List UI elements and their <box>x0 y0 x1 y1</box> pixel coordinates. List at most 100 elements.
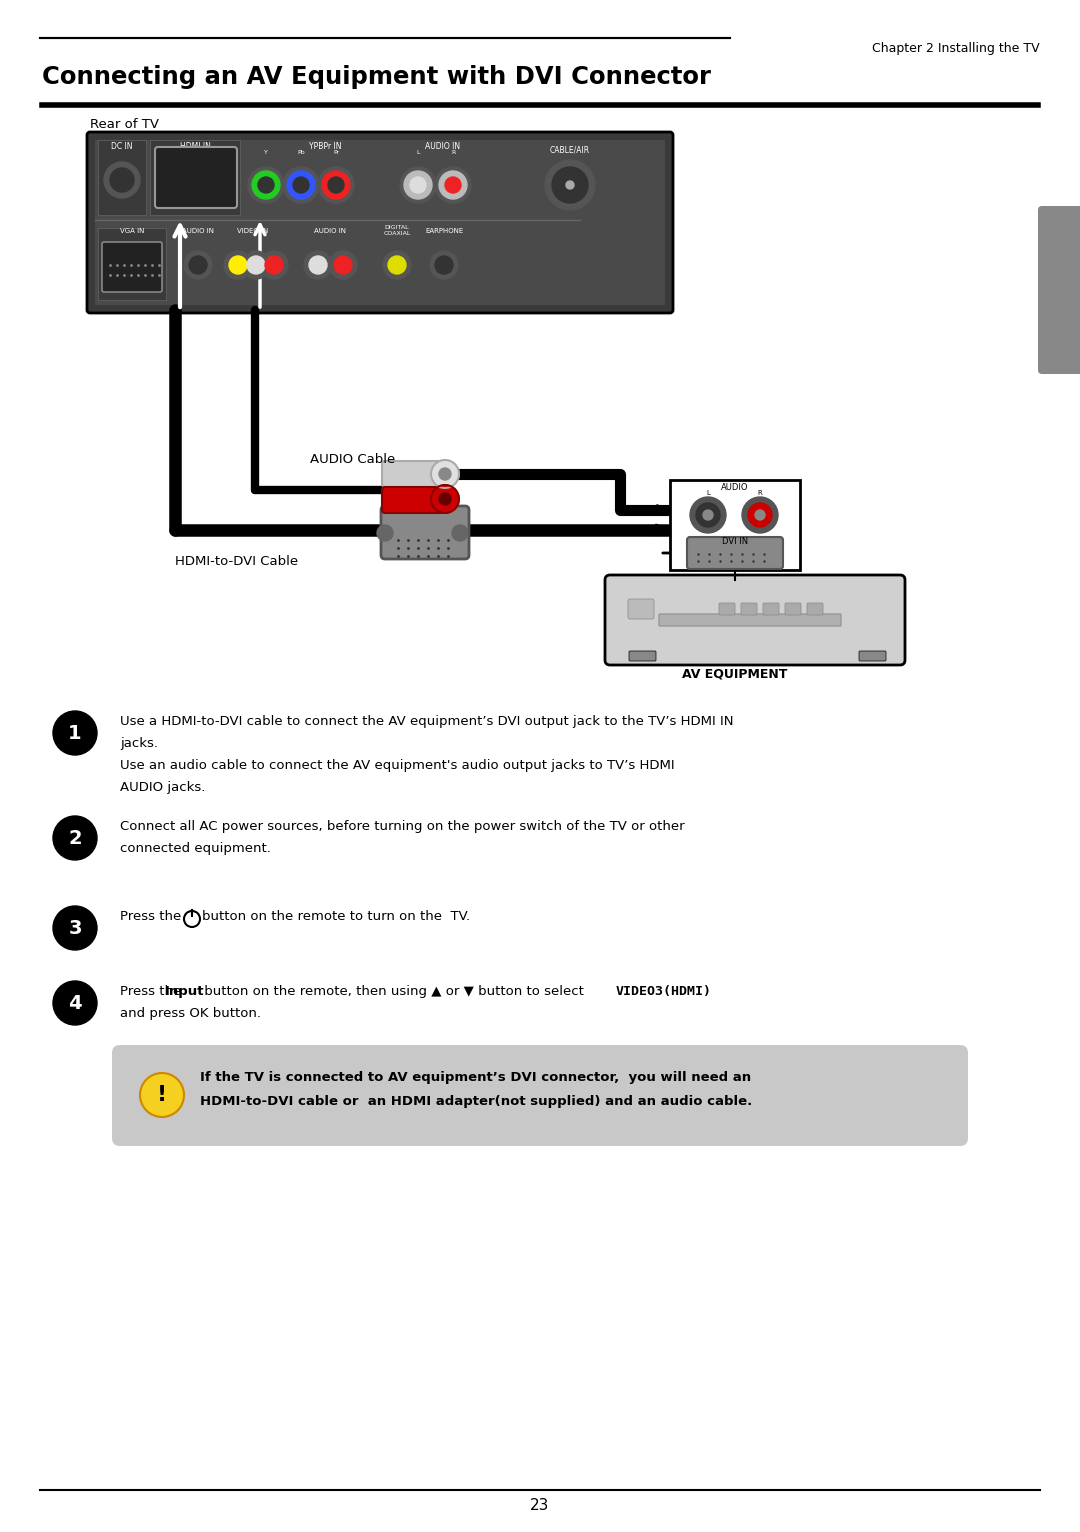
Text: AUDIO IN: AUDIO IN <box>426 142 460 152</box>
Circle shape <box>410 178 426 193</box>
Text: Connect all AC power sources, before turning on the power switch of the TV or ot: Connect all AC power sources, before tur… <box>120 820 685 833</box>
Text: L: L <box>706 490 710 496</box>
Text: button on the remote to turn on the  TV.: button on the remote to turn on the TV. <box>202 910 470 922</box>
Circle shape <box>400 167 436 204</box>
FancyBboxPatch shape <box>719 604 735 614</box>
Circle shape <box>328 178 345 193</box>
Text: HDMI-to-DVI cable or  an HDMI adapter(not supplied) and an audio cable.: HDMI-to-DVI cable or an HDMI adapter(not… <box>200 1095 753 1108</box>
FancyBboxPatch shape <box>150 139 240 214</box>
Circle shape <box>329 251 357 279</box>
Circle shape <box>388 256 406 274</box>
Text: L: L <box>416 150 420 155</box>
FancyBboxPatch shape <box>785 604 801 614</box>
Circle shape <box>248 167 284 204</box>
Circle shape <box>260 251 288 279</box>
Circle shape <box>283 167 319 204</box>
Text: HDMI-to-DVI Cable: HDMI-to-DVI Cable <box>175 555 298 568</box>
Text: VIDEO3(HDMI): VIDEO3(HDMI) <box>616 985 712 997</box>
Circle shape <box>431 486 459 513</box>
Text: 23: 23 <box>530 1498 550 1514</box>
Text: EARPHONE: EARPHONE <box>424 228 463 234</box>
Text: VIDEO IN: VIDEO IN <box>238 228 269 234</box>
FancyBboxPatch shape <box>98 139 146 214</box>
Circle shape <box>755 510 765 519</box>
Text: Pb: Pb <box>297 150 305 155</box>
FancyBboxPatch shape <box>670 480 800 570</box>
Circle shape <box>438 493 451 506</box>
Circle shape <box>53 817 97 859</box>
Text: and press OK button.: and press OK button. <box>120 1007 261 1020</box>
Circle shape <box>435 256 453 274</box>
Text: Chapter 2 Installing the TV: Chapter 2 Installing the TV <box>873 41 1040 55</box>
Circle shape <box>293 178 309 193</box>
Circle shape <box>303 251 332 279</box>
FancyBboxPatch shape <box>627 599 654 619</box>
Circle shape <box>438 172 467 199</box>
Circle shape <box>334 256 352 274</box>
Circle shape <box>242 251 270 279</box>
Circle shape <box>742 496 778 533</box>
Circle shape <box>445 178 461 193</box>
Circle shape <box>224 251 252 279</box>
FancyBboxPatch shape <box>98 228 166 300</box>
Circle shape <box>229 256 247 274</box>
FancyBboxPatch shape <box>659 614 841 627</box>
Text: Pr: Pr <box>333 150 339 155</box>
FancyBboxPatch shape <box>1038 205 1080 374</box>
Text: AUDIO jacks.: AUDIO jacks. <box>120 781 205 794</box>
Circle shape <box>189 256 207 274</box>
Text: DIGITAL
COAXIAL: DIGITAL COAXIAL <box>383 225 410 236</box>
Circle shape <box>566 181 573 188</box>
Circle shape <box>545 159 595 210</box>
Text: If the TV is connected to AV equipment’s DVI connector,  you will need an: If the TV is connected to AV equipment’s… <box>200 1071 751 1085</box>
Text: Rear of TV: Rear of TV <box>90 118 159 132</box>
FancyBboxPatch shape <box>807 604 823 614</box>
Text: 1: 1 <box>68 723 82 743</box>
Text: Press the: Press the <box>120 910 186 922</box>
Text: Input: Input <box>165 985 204 997</box>
FancyBboxPatch shape <box>687 538 783 568</box>
FancyBboxPatch shape <box>102 242 162 293</box>
Text: VGA IN: VGA IN <box>120 228 145 234</box>
FancyBboxPatch shape <box>859 651 886 660</box>
Circle shape <box>247 256 265 274</box>
Text: AUDIO IN: AUDIO IN <box>314 228 346 234</box>
Text: AV EQUIPMENT: AV EQUIPMENT <box>683 666 787 680</box>
FancyBboxPatch shape <box>95 139 665 305</box>
FancyBboxPatch shape <box>382 461 443 487</box>
Circle shape <box>287 172 315 199</box>
Text: DVI IN: DVI IN <box>721 538 748 545</box>
Circle shape <box>110 169 134 192</box>
FancyBboxPatch shape <box>762 604 779 614</box>
Text: Use an audio cable to connect the AV equipment's audio output jacks to TV’s HDMI: Use an audio cable to connect the AV equ… <box>120 758 675 772</box>
Text: 2: 2 <box>68 829 82 847</box>
FancyBboxPatch shape <box>382 487 443 513</box>
FancyBboxPatch shape <box>629 651 656 660</box>
FancyBboxPatch shape <box>381 506 469 559</box>
Circle shape <box>438 467 451 480</box>
Circle shape <box>318 167 354 204</box>
Text: AUDIO: AUDIO <box>721 483 748 492</box>
Text: R: R <box>758 490 762 496</box>
Circle shape <box>140 1072 184 1117</box>
Circle shape <box>53 980 97 1025</box>
Circle shape <box>703 510 713 519</box>
Text: button on the remote, then using ▲ or ▼ button to select: button on the remote, then using ▲ or ▼ … <box>200 985 589 997</box>
Circle shape <box>309 256 327 274</box>
Circle shape <box>53 711 97 755</box>
FancyBboxPatch shape <box>87 132 673 313</box>
FancyBboxPatch shape <box>605 574 905 665</box>
Text: HDMI IN: HDMI IN <box>179 142 211 152</box>
Text: YPBPr IN: YPBPr IN <box>309 142 341 152</box>
Circle shape <box>104 162 140 198</box>
Text: !: ! <box>157 1085 167 1105</box>
Text: AUDIO Cable: AUDIO Cable <box>310 453 395 466</box>
FancyBboxPatch shape <box>156 147 237 208</box>
Circle shape <box>383 251 411 279</box>
Circle shape <box>53 905 97 950</box>
Text: ENGLISH: ENGLISH <box>1054 421 1067 480</box>
Circle shape <box>435 167 471 204</box>
Text: 3: 3 <box>68 919 82 938</box>
Text: jacks.: jacks. <box>120 737 158 751</box>
Circle shape <box>690 496 726 533</box>
